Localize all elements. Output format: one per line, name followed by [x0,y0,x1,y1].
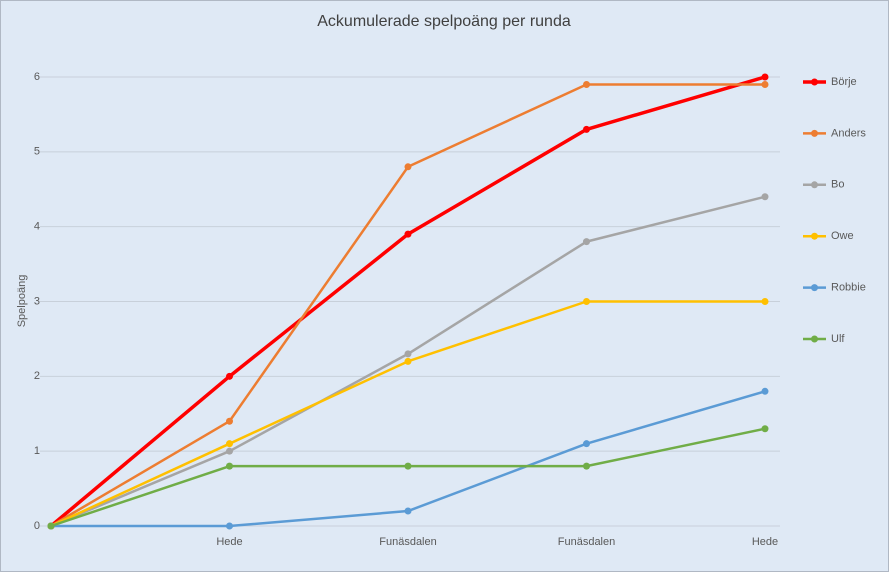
point [583,80,590,88]
series-line [50,300,765,528]
y-tick-label: 6 [34,71,40,83]
point [583,298,590,305]
y-tick-label: 4 [34,221,40,233]
legend-label: Bo [831,179,844,191]
x-tick-label: Hede [216,536,242,548]
point [226,440,233,448]
point [47,522,55,530]
legend-marker [811,335,818,343]
y-tick-label: 3 [34,295,40,307]
x-tick-label: Funäsdalen [558,536,616,548]
point [404,507,412,515]
legend-label: Owe [831,230,854,242]
legend-label: Ulf [831,333,845,345]
y-tick-label: 1 [34,445,40,457]
x-tick-label: Hede [752,536,778,548]
point [761,298,769,305]
legend-marker [811,232,818,240]
point [761,80,769,88]
legend-label: Anders [831,127,866,139]
legend-marker [811,284,818,292]
series-line [51,390,766,528]
point [404,230,412,238]
point [404,462,412,470]
legend-marker [811,78,818,86]
point [226,462,233,470]
point [583,440,590,448]
point [226,372,233,380]
legend-label: Börje [831,76,857,88]
point [761,387,769,395]
y-tick-label: 0 [34,520,40,532]
y-tick-label: 2 [34,370,40,382]
legend-marker [811,129,818,137]
point [583,462,590,470]
point [583,125,590,133]
point [404,163,412,171]
point [761,73,769,81]
point [761,193,769,201]
point [404,350,412,358]
x-tick-label: Funäsdalen [379,536,437,548]
legend-label: Robbie [831,282,866,294]
point [226,522,233,530]
point [583,238,590,246]
series-line [50,83,765,528]
point [226,447,233,455]
y-axis-label: Spelpoäng [16,275,28,328]
chart-title: Ackumulerade spelpoäng per runda [317,13,571,30]
point [761,425,769,433]
y-tick-label: 5 [34,146,40,158]
legend-marker [811,181,818,189]
point [226,417,233,425]
point [404,357,412,365]
